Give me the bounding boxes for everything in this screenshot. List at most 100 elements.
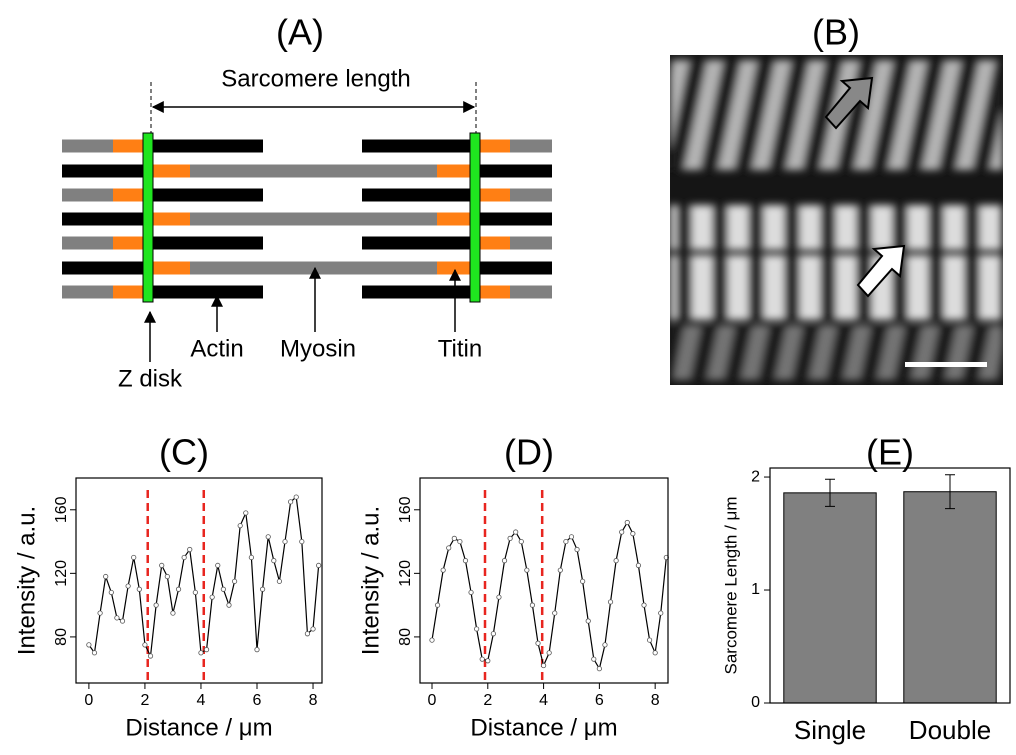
- data-point: [630, 531, 636, 537]
- error-bar: [825, 478, 835, 507]
- x-axis-label: Distance / μm: [125, 714, 272, 741]
- filament: [362, 285, 470, 299]
- data-point: [535, 640, 541, 646]
- data-point: [434, 602, 441, 608]
- plot-frame: [419, 477, 669, 684]
- data-point: [226, 602, 232, 608]
- filament: [362, 188, 470, 202]
- data-point: [237, 523, 243, 529]
- x-tick-label: 4: [197, 692, 206, 709]
- z-disk: [142, 132, 154, 303]
- data-line: [88, 495, 320, 659]
- y-tick-label: 80: [53, 628, 70, 646]
- y-tick-label: 80: [397, 628, 414, 646]
- data-point: [192, 589, 198, 596]
- data-point: [619, 529, 625, 535]
- data-point: [457, 538, 463, 545]
- data-point: [293, 494, 299, 500]
- data-point: [265, 534, 271, 540]
- label: Z disk: [118, 365, 183, 392]
- data-point: [552, 610, 558, 616]
- y-tick-label: 160: [397, 496, 414, 523]
- bar: [903, 491, 997, 704]
- z-disk: [469, 132, 481, 303]
- data-point: [170, 610, 176, 616]
- data-point: [86, 642, 92, 648]
- filament: [190, 261, 437, 275]
- data-point: [646, 637, 653, 643]
- filament: [62, 212, 145, 226]
- data-point: [276, 578, 283, 584]
- filament: [510, 139, 552, 153]
- data-point: [462, 558, 469, 564]
- data-point: [563, 538, 569, 545]
- data-point: [181, 554, 187, 561]
- data-point: [568, 534, 575, 540]
- data-point: [641, 602, 647, 608]
- data-point: [91, 650, 98, 656]
- filament: [153, 261, 190, 275]
- x-tick-label: 8: [309, 692, 318, 709]
- data-point: [602, 642, 608, 648]
- x-tick-label: 4: [539, 692, 548, 709]
- filament: [190, 212, 437, 226]
- filament: [437, 212, 470, 226]
- data-point: [446, 545, 452, 551]
- data-point: [209, 594, 215, 600]
- filament: [113, 236, 145, 250]
- x-tick-label: 0: [84, 692, 93, 709]
- data-point: [288, 499, 294, 505]
- data-point: [580, 578, 586, 584]
- data-point: [468, 589, 474, 596]
- data-point: [310, 626, 316, 632]
- y-tick-label: 160: [53, 496, 70, 523]
- data-point: [585, 618, 591, 624]
- x-tick-label: 8: [651, 692, 660, 709]
- filament: [480, 285, 510, 299]
- filament: [62, 164, 145, 178]
- data-point: [316, 562, 322, 569]
- data-point: [215, 562, 221, 569]
- data-point: [652, 650, 658, 656]
- data-point: [574, 546, 580, 553]
- x-tick-label: Double: [909, 715, 991, 745]
- data-point: [187, 546, 193, 553]
- data-point: [136, 586, 142, 592]
- x-tick-label: Single: [794, 715, 866, 745]
- data-point: [479, 656, 485, 662]
- data-point: [254, 647, 260, 653]
- data-point: [485, 658, 491, 664]
- filament: [510, 236, 552, 250]
- data-point: [164, 573, 170, 580]
- micrograph: [670, 55, 1003, 385]
- filament: [153, 188, 263, 202]
- chart-title: (C): [159, 432, 209, 473]
- data-point: [299, 538, 305, 545]
- data-point: [440, 567, 446, 573]
- panel-label: (B): [812, 12, 860, 53]
- x-tick-label: 6: [253, 692, 262, 709]
- filament: [62, 188, 113, 202]
- data-point: [474, 626, 480, 632]
- filament: [480, 236, 510, 250]
- filament: [113, 285, 145, 299]
- data-point: [529, 602, 536, 608]
- data-point: [524, 567, 530, 573]
- filament: [190, 164, 437, 178]
- data-point: [490, 631, 496, 637]
- x-tick-label: 6: [595, 692, 604, 709]
- data-point: [658, 610, 664, 616]
- bar: [783, 492, 877, 704]
- data-point: [282, 538, 288, 545]
- data-point: [103, 573, 109, 580]
- data-point: [518, 538, 524, 545]
- data-point: [557, 567, 563, 573]
- data-point: [231, 578, 238, 584]
- filament: [153, 236, 263, 250]
- x-axis-label: Distance / μm: [470, 714, 617, 741]
- y-tick-label: 0: [751, 694, 760, 711]
- filament: [62, 285, 113, 299]
- data-point: [97, 610, 103, 616]
- data-point: [108, 589, 114, 596]
- filament: [362, 139, 470, 153]
